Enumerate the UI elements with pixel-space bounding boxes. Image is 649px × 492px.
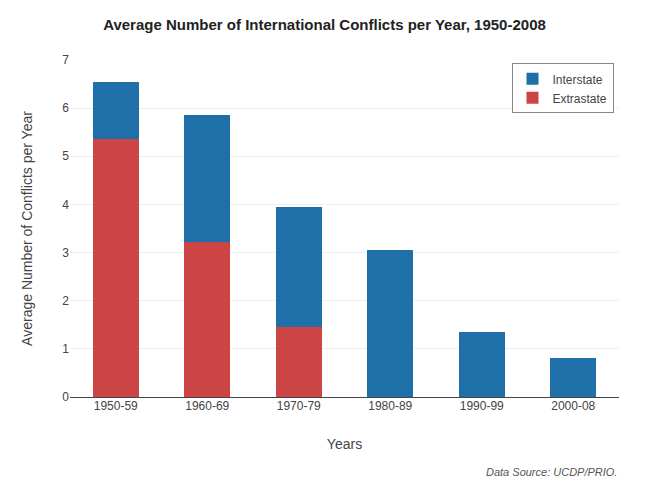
svg-text:5: 5: [62, 149, 69, 163]
svg-text:2000-08: 2000-08: [551, 399, 595, 413]
svg-text:0: 0: [62, 390, 69, 404]
svg-text:Data Source: UCDP/PRIO.: Data Source: UCDP/PRIO.: [486, 466, 617, 478]
svg-text:1990-99: 1990-99: [460, 399, 504, 413]
svg-text:Average Number of Internationa: Average Number of International Conflict…: [103, 16, 546, 33]
svg-text:Interstate: Interstate: [553, 73, 603, 87]
svg-text:1970-79: 1970-79: [277, 399, 321, 413]
svg-text:6: 6: [62, 101, 69, 115]
svg-text:Extrastate: Extrastate: [553, 92, 607, 106]
svg-text:1950-59: 1950-59: [94, 399, 138, 413]
svg-text:Average Number of Conflicts pe: Average Number of Conflicts per Year: [19, 111, 35, 346]
svg-text:4: 4: [62, 198, 69, 212]
svg-text:2: 2: [62, 294, 69, 308]
svg-text:1980-89: 1980-89: [368, 399, 412, 413]
svg-text:Years: Years: [327, 436, 362, 452]
svg-text:7: 7: [62, 53, 69, 67]
svg-text:1960-69: 1960-69: [185, 399, 229, 413]
svg-text:1: 1: [62, 342, 69, 356]
svg-text:3: 3: [62, 246, 69, 260]
